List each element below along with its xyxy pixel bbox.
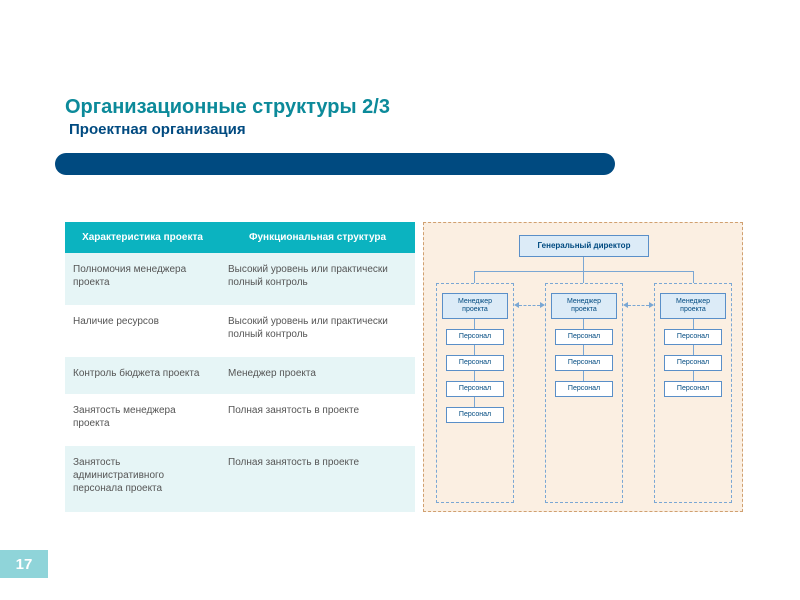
- staff-node: Персонал: [446, 407, 504, 423]
- table-cell: Менеджер проекта: [220, 357, 415, 394]
- dashed-connector: [519, 305, 540, 306]
- staff-node: Персонал: [446, 329, 504, 345]
- page-number-badge: 17: [0, 550, 48, 578]
- slide: Организационные структуры 2/3 Проектная …: [0, 0, 800, 600]
- staff-node: Персонал: [664, 381, 722, 397]
- dashed-connector: [628, 305, 649, 306]
- edge: [474, 319, 475, 329]
- org-chart: Генеральный директор Менеджер проекта Пе…: [423, 222, 743, 512]
- table-cell: Занятость менеджера проекта: [65, 394, 220, 446]
- manager-node: Менеджер проекта: [442, 293, 508, 319]
- slide-title: Организационные структуры 2/3: [65, 96, 735, 119]
- edge: [693, 345, 694, 355]
- edge: [693, 371, 694, 381]
- edge: [583, 371, 584, 381]
- staff-node: Персонал: [664, 355, 722, 371]
- table-cell: Полномочия менеджера проекта: [65, 253, 220, 305]
- table-row: Занятость менеджера проекта Полная занят…: [65, 394, 415, 446]
- edge: [583, 257, 584, 271]
- divider-bar: [55, 153, 615, 175]
- manager-node: Менеджер проекта: [551, 293, 617, 319]
- staff-node: Персонал: [555, 355, 613, 371]
- slide-subtitle: Проектная организация: [69, 121, 735, 138]
- table-row: Контроль бюджета проекта Менеджер проект…: [65, 357, 415, 394]
- table-cell: Полная занятость в проекте: [220, 446, 415, 512]
- title-block: Организационные структуры 2/3 Проектная …: [65, 96, 735, 138]
- arrow-icon: [540, 302, 545, 308]
- manager-node: Менеджер проекта: [660, 293, 726, 319]
- staff-node: Персонал: [555, 381, 613, 397]
- content-row: Характеристика проекта Функциональная ст…: [65, 222, 745, 512]
- director-node: Генеральный директор: [519, 235, 649, 257]
- table-header: Функциональная структура: [220, 222, 415, 253]
- edge: [583, 345, 584, 355]
- staff-node: Персонал: [446, 381, 504, 397]
- table-cell: Контроль бюджета проекта: [65, 357, 220, 394]
- table-cell: Высокий уровень или практически полный к…: [220, 253, 415, 305]
- table-row: Занятость административного персонала пр…: [65, 446, 415, 512]
- edge: [474, 345, 475, 355]
- edge: [693, 271, 694, 283]
- staff-node: Персонал: [446, 355, 504, 371]
- edge: [474, 397, 475, 407]
- characteristics-table: Характеристика проекта Функциональная ст…: [65, 222, 415, 512]
- table-header: Характеристика проекта: [65, 222, 220, 253]
- table-row: Полномочия менеджера проекта Высокий уро…: [65, 253, 415, 305]
- edge: [474, 271, 475, 283]
- edge: [693, 319, 694, 329]
- staff-node: Персонал: [555, 329, 613, 345]
- edge: [583, 271, 584, 283]
- table-cell: Наличие ресурсов: [65, 305, 220, 357]
- edge: [583, 319, 584, 329]
- staff-node: Персонал: [664, 329, 722, 345]
- table-row: Наличие ресурсов Высокий уровень или пра…: [65, 305, 415, 357]
- arrow-icon: [649, 302, 654, 308]
- edge: [474, 371, 475, 381]
- table-cell: Высокий уровень или практически полный к…: [220, 305, 415, 357]
- table-cell: Полная занятость в проекте: [220, 394, 415, 446]
- edge: [474, 271, 694, 272]
- table-cell: Занятость административного персонала пр…: [65, 446, 220, 512]
